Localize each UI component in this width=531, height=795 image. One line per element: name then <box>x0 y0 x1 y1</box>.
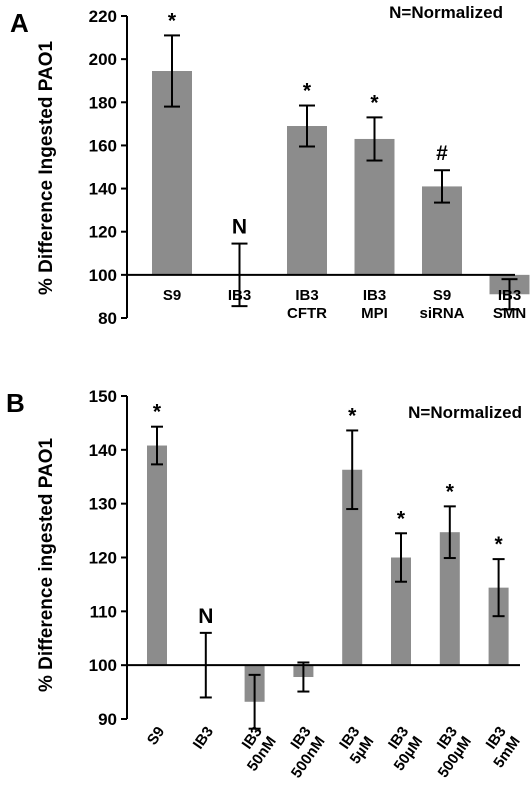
panel-b-category-label-line: IB3 <box>190 724 217 753</box>
panel-b-bar <box>439 532 460 666</box>
panel-b-y-tick-label: 140 <box>89 441 117 460</box>
panel-a-category-label: IB3 <box>295 287 318 304</box>
panel-b-category-label: IB35µM <box>333 724 378 768</box>
panel-b-bar <box>342 469 363 666</box>
panel-b-category-label: IB350nM <box>230 724 280 775</box>
panel-a-y-tick-label: 200 <box>89 50 117 69</box>
panel-a-annotation: N <box>232 216 247 239</box>
panel-a-y-tick-label: 180 <box>89 93 117 112</box>
panel-b-annotation: * <box>153 401 162 424</box>
panel-b-y-tick-label: 90 <box>98 710 117 729</box>
panel-b-y-axis-label: % Difference ingested PAO1 <box>36 438 57 693</box>
panel-a-category-label: S9 <box>433 287 451 304</box>
panel-a-y-tick-label: 100 <box>89 266 117 285</box>
panel-a-y-tick-label: 220 <box>89 7 117 26</box>
panel-a-bar <box>287 126 327 275</box>
panel-a-annotation: * <box>370 91 379 114</box>
panel-b-bar <box>391 557 411 666</box>
panel-b-note: N=Normalized <box>408 403 522 422</box>
panel-b-category-label: S9 <box>144 724 168 749</box>
panel-b-bar <box>488 587 509 666</box>
panel-b-category-label-line: S9 <box>144 724 168 749</box>
panel-a-y-tick-label: 80 <box>98 309 117 328</box>
panel-a-y-tick-label: 160 <box>89 136 117 155</box>
panel-a-y-tick-label: 120 <box>89 223 117 242</box>
panel-a-annotation: * <box>168 9 177 32</box>
panel-b-annotation: * <box>397 507 406 530</box>
panel-a-category-label: MPI <box>361 305 388 322</box>
panel-b-y-tick-label: 130 <box>89 495 117 514</box>
panel-a-note: N=Normalized <box>389 3 503 22</box>
panel-b-annotation: * <box>348 404 357 427</box>
panel-a-category-label: S9 <box>163 287 181 304</box>
panel-a-category-label: SMN <box>493 305 526 322</box>
panel-a-category-label: IB3 <box>363 287 386 304</box>
panel-b-y-tick-label: 150 <box>89 387 117 406</box>
panel-a-category-label: CFTR <box>287 305 327 322</box>
panel-a-label: A <box>10 8 29 38</box>
panel-b-y-tick-label: 100 <box>89 656 117 675</box>
panel-b-annotation: * <box>495 533 504 556</box>
panel-a-annotation: # <box>436 142 448 165</box>
panel-a-annotation: * <box>303 80 312 103</box>
panel-a-category-label: IB3 <box>228 287 251 304</box>
panel-a-y-axis-label: % Difference Ingested PAO1 <box>36 41 57 296</box>
panel-b-category-label: IB3500nM <box>274 724 329 782</box>
panel-a-bar <box>354 138 395 275</box>
panel-b-category-label: IB350µM <box>377 724 427 774</box>
panel-b-bar <box>147 445 167 666</box>
panel-b-y-tick-label: 110 <box>90 602 117 621</box>
panel-a-chart: A % Difference Ingested PAO1 N=Normalized 8… <box>10 3 530 328</box>
panel-b-y-tick-label: 120 <box>89 549 117 568</box>
panel-b-category-label: IB3500µM <box>421 724 475 781</box>
panel-b-category-label: IB3 <box>190 724 217 753</box>
panel-a-category-label: IB3 <box>498 287 521 304</box>
panel-b-chart: B % Difference ingested PAO1 N=Normalized 9… <box>6 387 524 781</box>
panel-a-category-label: siRNA <box>419 305 464 322</box>
panel-b-annotation: N <box>198 605 213 628</box>
panel-b-category-label: IB35mM <box>476 724 523 772</box>
panel-b-label: B <box>6 388 25 418</box>
panel-b-annotation: * <box>446 480 455 503</box>
panel-a-y-tick-label: 140 <box>89 180 117 199</box>
